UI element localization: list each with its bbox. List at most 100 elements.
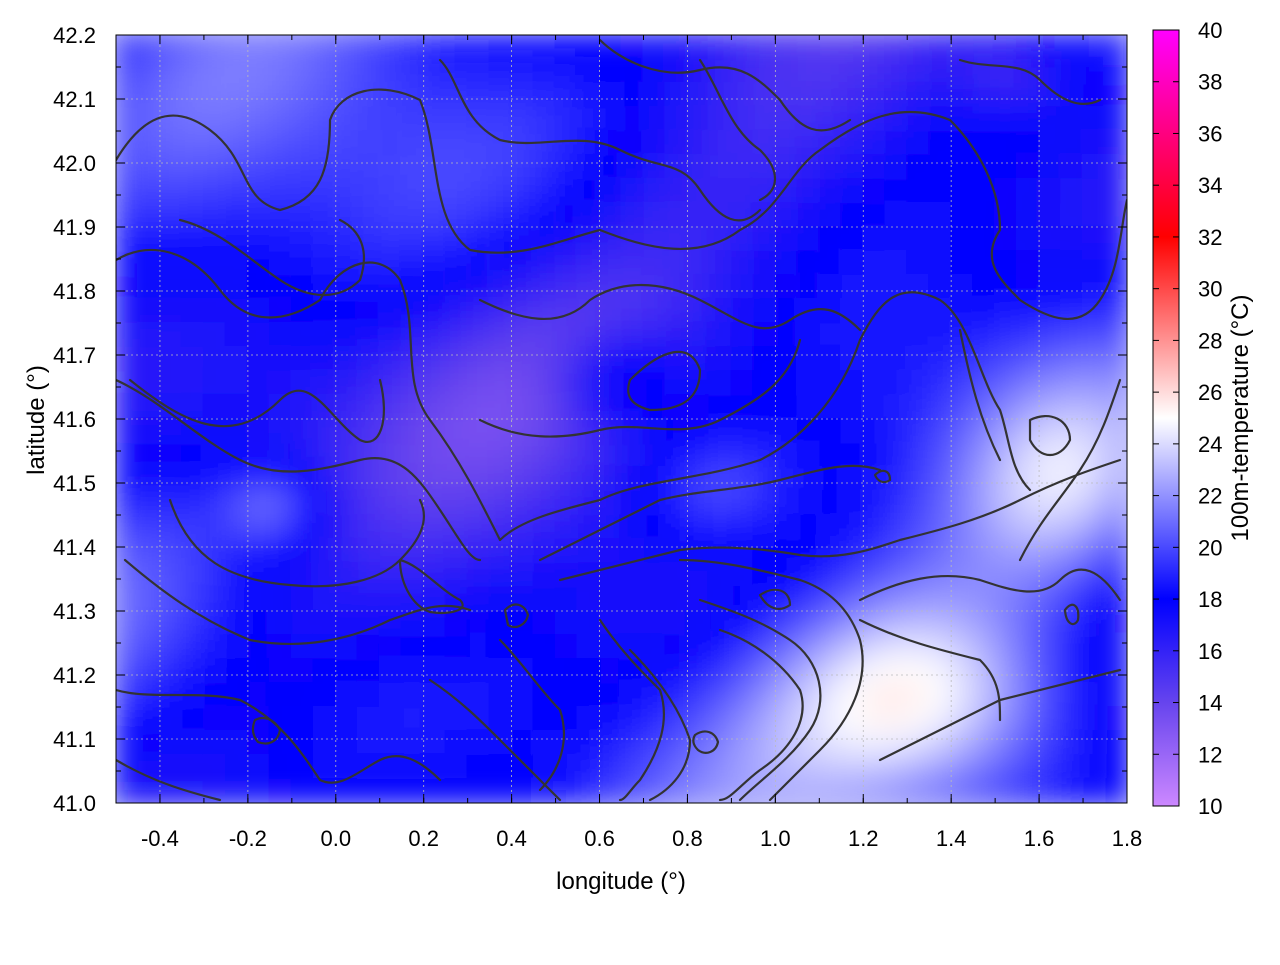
field-cell xyxy=(972,370,997,396)
field-cell xyxy=(554,466,579,492)
field-cell xyxy=(532,322,557,348)
field-cell xyxy=(312,130,337,156)
colorbar-tick-label: 16 xyxy=(1198,639,1222,664)
field-cell xyxy=(137,130,161,156)
field-cell xyxy=(1016,106,1041,132)
field-cell xyxy=(246,370,271,396)
field-cell xyxy=(752,730,777,756)
field-cell xyxy=(796,514,821,540)
field-cell xyxy=(818,274,843,300)
field-cell xyxy=(818,202,843,228)
field-cell xyxy=(928,370,953,396)
field-cell xyxy=(224,706,249,732)
field-cell xyxy=(510,418,535,444)
field-cell xyxy=(730,658,755,684)
field-cell xyxy=(290,658,315,684)
field-cell xyxy=(422,226,447,252)
field-cell xyxy=(1060,226,1085,252)
field-cell xyxy=(510,82,535,108)
field-cell xyxy=(730,634,755,660)
field-cell xyxy=(400,202,425,228)
field-cell xyxy=(1016,274,1041,300)
field-cell xyxy=(1060,370,1085,396)
field-cell xyxy=(356,634,381,660)
field-cell xyxy=(290,634,315,660)
field-cell xyxy=(554,370,579,396)
field-cell xyxy=(774,370,799,396)
field-cell xyxy=(972,35,997,60)
field-cell xyxy=(444,538,469,564)
field-cell xyxy=(159,202,183,228)
y-tick-label: 41.1 xyxy=(53,727,96,752)
field-cell xyxy=(620,490,645,516)
field-cell xyxy=(488,442,513,468)
field-cell xyxy=(116,538,139,564)
field-cell xyxy=(356,466,381,492)
field-cell xyxy=(928,418,953,444)
colorbar-tick-label: 40 xyxy=(1198,18,1222,43)
field-cell xyxy=(1104,35,1127,60)
field-cell xyxy=(862,35,887,60)
field-cell xyxy=(884,58,909,84)
field-cell xyxy=(950,610,975,636)
field-cell xyxy=(554,730,579,756)
y-tick-label: 41.7 xyxy=(53,343,96,368)
field-cell xyxy=(576,754,601,780)
field-cell xyxy=(312,442,337,468)
field-cell xyxy=(906,58,931,84)
field-cell xyxy=(774,82,799,108)
field-cell xyxy=(818,82,843,108)
field-cell xyxy=(818,610,843,636)
field-cell xyxy=(1082,418,1106,444)
field-cell xyxy=(356,202,381,228)
field-cell xyxy=(159,706,183,732)
field-cell xyxy=(1104,490,1127,516)
field-cell xyxy=(598,370,623,396)
field-cell xyxy=(686,634,711,660)
field-cell xyxy=(334,538,359,564)
field-cell xyxy=(334,490,359,516)
field-cell xyxy=(862,226,887,252)
colorbar-tick-label: 24 xyxy=(1198,432,1222,457)
field-cell xyxy=(950,730,975,756)
field-cell xyxy=(246,586,271,612)
field-cell xyxy=(159,58,183,84)
field-cell xyxy=(972,754,997,780)
field-cell xyxy=(488,394,513,420)
field-cell xyxy=(928,154,953,180)
field-cell xyxy=(664,586,689,612)
field-cell xyxy=(466,82,491,108)
field-cell xyxy=(818,154,843,180)
field-cell xyxy=(752,418,777,444)
field-cell xyxy=(928,706,953,732)
field-cell xyxy=(554,394,579,420)
contour-line xyxy=(1063,603,1080,626)
field-cell xyxy=(137,610,161,636)
field-cell xyxy=(312,586,337,612)
field-cell xyxy=(466,418,491,444)
field-cell xyxy=(796,442,821,468)
field-cell xyxy=(1016,202,1041,228)
field-cell xyxy=(576,322,601,348)
contour-line xyxy=(178,218,365,297)
field-cell xyxy=(1060,58,1085,84)
field-cell xyxy=(356,658,381,684)
field-cell xyxy=(796,586,821,612)
field-cell xyxy=(246,130,271,156)
field-cell xyxy=(466,514,491,540)
field-cell xyxy=(224,58,249,84)
contour-line xyxy=(1028,415,1072,456)
field-cell xyxy=(884,658,909,684)
field-cell xyxy=(708,658,733,684)
field-cell xyxy=(1082,202,1106,228)
contour-line xyxy=(398,558,464,614)
field-cell xyxy=(752,706,777,732)
field-cell xyxy=(466,178,491,204)
field-cell xyxy=(400,394,425,420)
field-cell xyxy=(137,538,161,564)
field-cell xyxy=(752,562,777,588)
field-cell xyxy=(796,610,821,636)
field-cell xyxy=(444,250,469,276)
field-cell xyxy=(1016,226,1041,252)
field-cell xyxy=(180,562,205,588)
